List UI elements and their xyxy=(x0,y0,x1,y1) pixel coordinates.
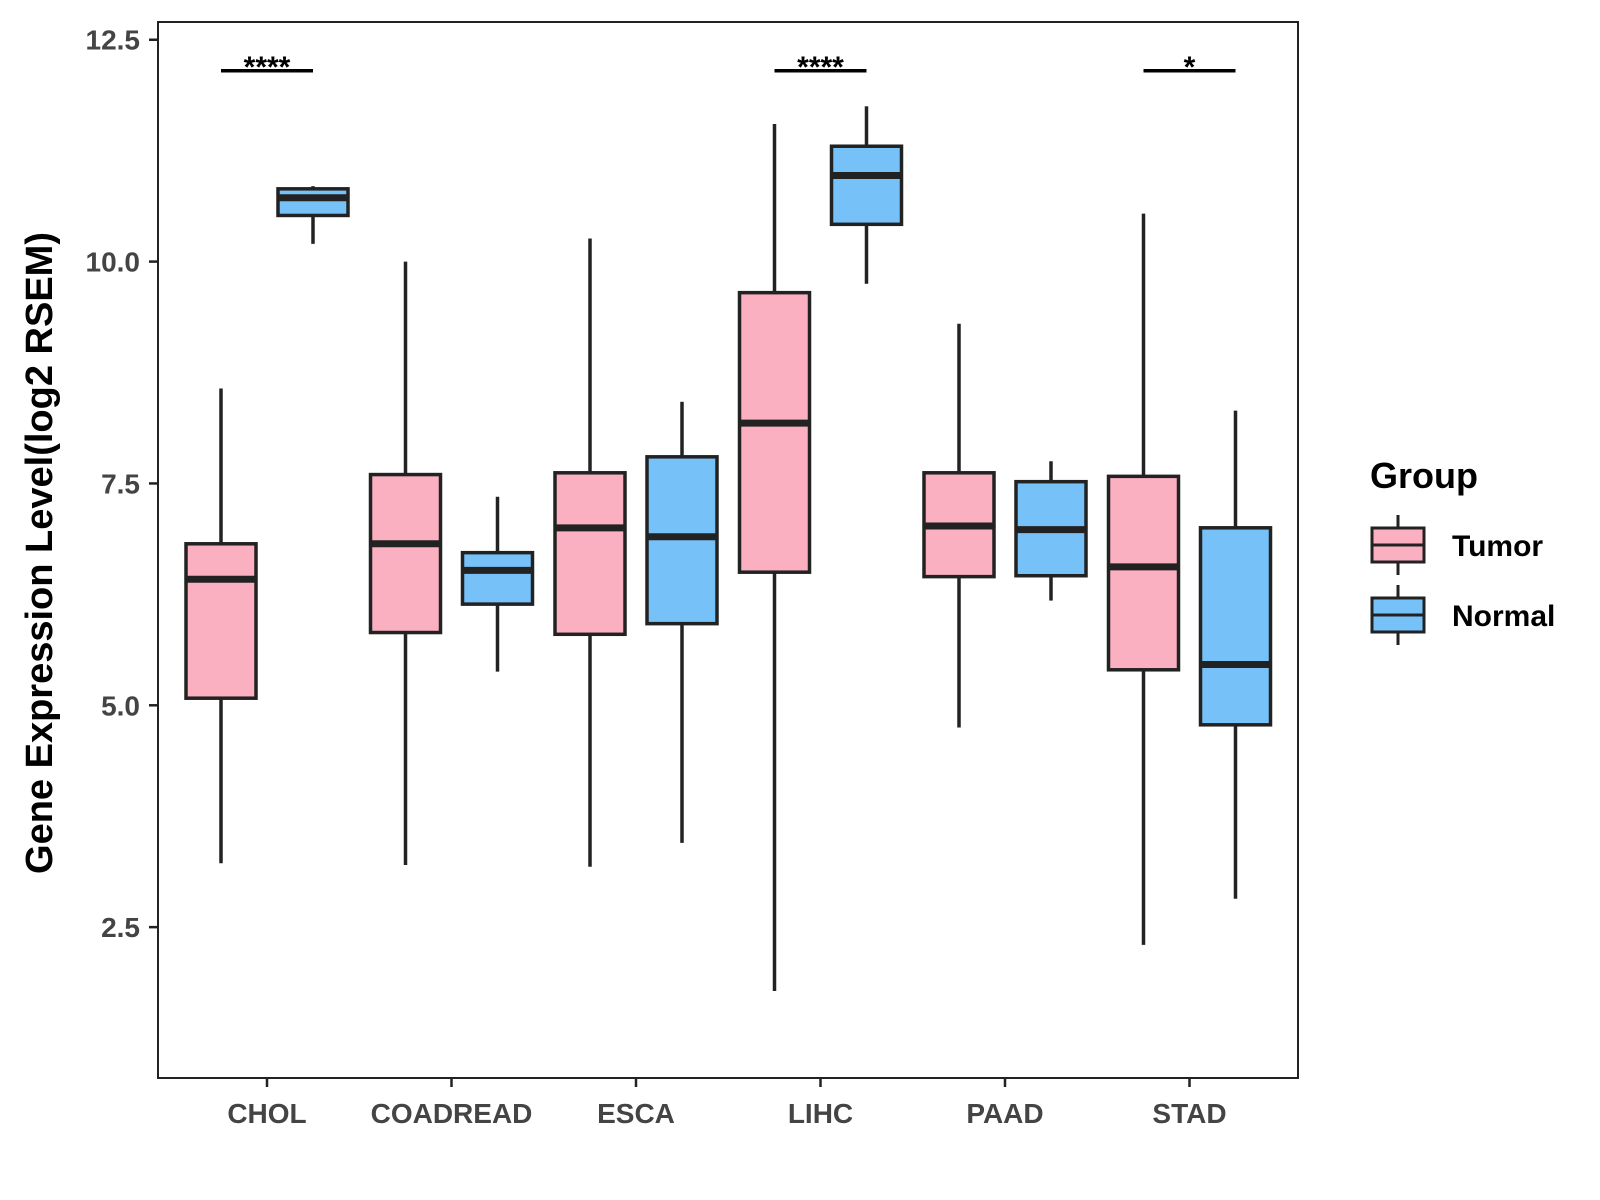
box-body xyxy=(276,187,350,218)
box-body xyxy=(553,471,627,637)
y-tick-label: 10.0 xyxy=(86,247,141,278)
significance-stad: * xyxy=(1143,51,1236,84)
box-body xyxy=(737,290,812,574)
significance-label: **** xyxy=(797,51,844,84)
box-normal-coadread xyxy=(460,496,535,672)
box-normal-paad xyxy=(1014,461,1088,601)
box-normal-esca xyxy=(645,401,719,843)
significance-chol: **** xyxy=(221,51,313,84)
box-normal-chol xyxy=(276,186,350,244)
box-tumor-esca xyxy=(553,238,627,867)
box-body xyxy=(1198,526,1273,727)
significance-lihc: **** xyxy=(774,51,867,84)
legend-item-tumor: Tumor xyxy=(1370,515,1543,575)
box-tumor-chol xyxy=(184,388,258,864)
legend-label: Tumor xyxy=(1452,530,1543,563)
y-axis-title: Gene Expression Level(log2 RSEM) xyxy=(19,232,61,874)
legend-items: Tumor Normal xyxy=(1370,515,1555,645)
legend: Group Tumor Normal xyxy=(1370,455,1555,645)
box-tumor-lihc xyxy=(737,124,812,992)
box-layer xyxy=(184,106,1273,992)
significance-label: * xyxy=(1184,51,1196,84)
box-body xyxy=(184,542,258,700)
x-tick-label-paad: PAAD xyxy=(966,1098,1043,1129)
box-tumor-paad xyxy=(922,323,996,728)
significance-label: **** xyxy=(244,51,291,84)
box-body xyxy=(1106,474,1181,672)
y-tick-label: 5.0 xyxy=(101,690,140,721)
x-tick-label-lihc: LIHC xyxy=(788,1098,853,1129)
box-tumor-coadread xyxy=(368,261,443,866)
x-tick-label-esca: ESCA xyxy=(597,1098,675,1129)
significance-annotations: **** **** * xyxy=(221,51,1236,84)
legend-item-normal: Normal xyxy=(1370,585,1555,645)
box-body xyxy=(645,455,719,626)
box-body xyxy=(460,550,535,606)
box-normal-stad xyxy=(1198,410,1273,899)
box-normal-lihc xyxy=(829,106,904,284)
x-tick-label-stad: STAD xyxy=(1152,1098,1226,1129)
x-tick-label-chol: CHOL xyxy=(227,1098,306,1129)
y-tick-label: 12.5 xyxy=(86,25,141,56)
legend-title: Group xyxy=(1370,455,1478,496)
y-tick-label: 2.5 xyxy=(101,912,140,943)
box-body xyxy=(368,472,443,635)
box-tumor-stad xyxy=(1106,213,1181,945)
x-tick-label-coadread: COADREAD xyxy=(371,1098,533,1129)
y-tick-label: 7.5 xyxy=(101,468,140,499)
legend-label: Normal xyxy=(1452,600,1555,633)
axes: 2.5 5.0 7.5 10.0 12.5 CHOL COADREAD ESCA LIHC PAA… xyxy=(86,25,1227,1129)
box-body xyxy=(829,144,904,227)
